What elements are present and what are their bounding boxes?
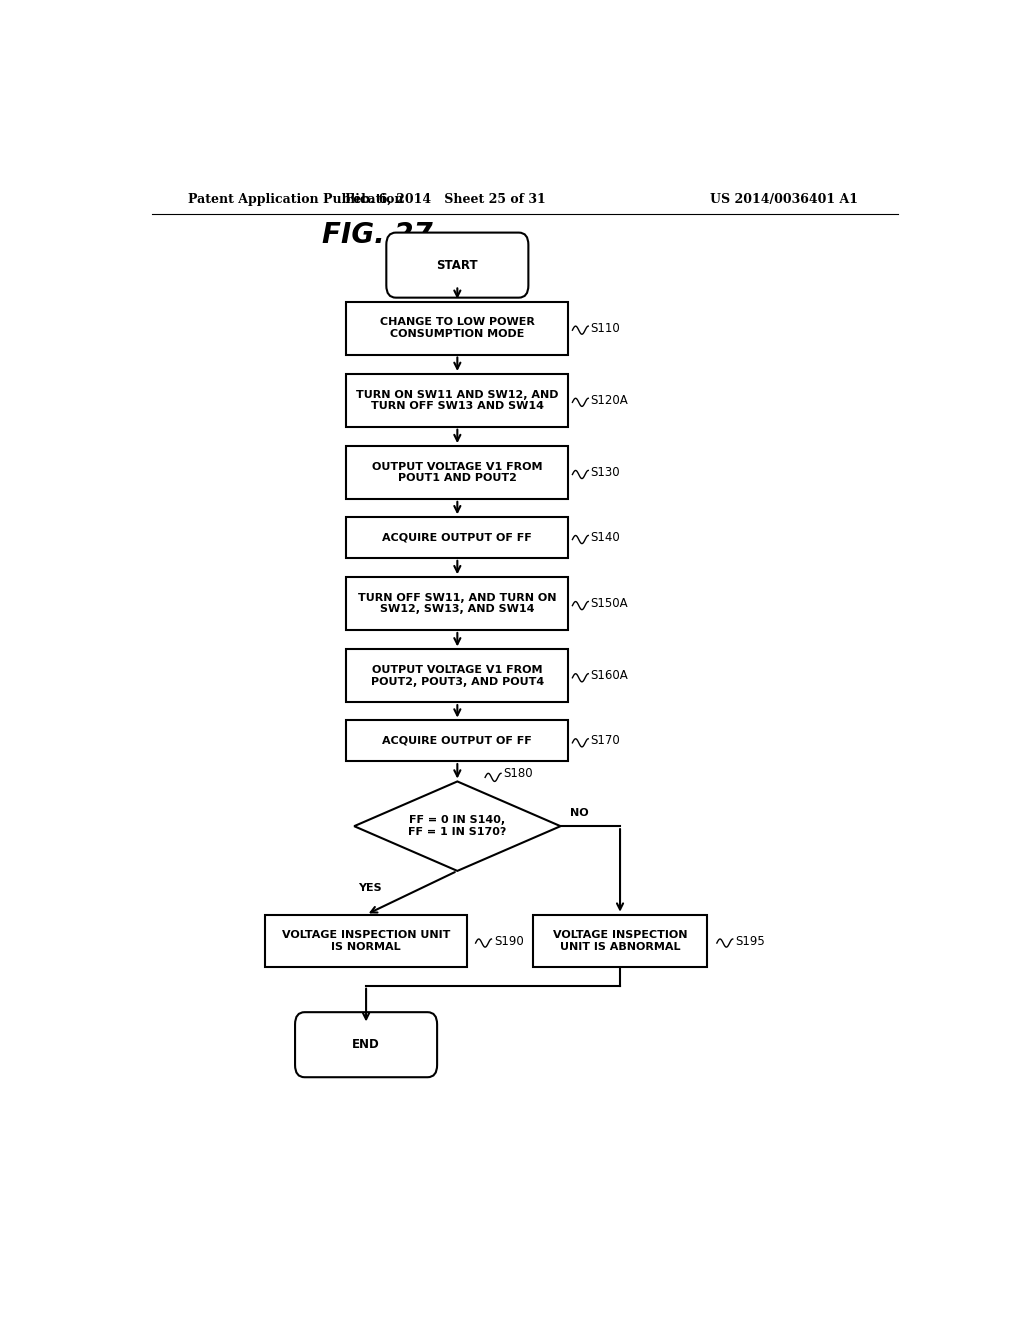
Text: TURN ON SW11 AND SW12, AND
TURN OFF SW13 AND SW14: TURN ON SW11 AND SW12, AND TURN OFF SW13…: [356, 389, 559, 411]
Text: START: START: [436, 259, 478, 272]
Bar: [346, 446, 568, 499]
Text: S190: S190: [494, 935, 523, 948]
Text: CHANGE TO LOW POWER
CONSUMPTION MODE: CHANGE TO LOW POWER CONSUMPTION MODE: [380, 317, 535, 339]
Text: S195: S195: [735, 935, 765, 948]
Text: TURN OFF SW11, AND TURN ON
SW12, SW13, AND SW14: TURN OFF SW11, AND TURN ON SW12, SW13, A…: [358, 593, 557, 614]
Text: FF = 0 IN S140,
FF = 1 IN S170?: FF = 0 IN S140, FF = 1 IN S170?: [409, 816, 507, 837]
Text: S130: S130: [591, 466, 621, 479]
Bar: [265, 915, 467, 968]
Text: S110: S110: [591, 322, 621, 335]
Bar: [346, 517, 568, 558]
FancyBboxPatch shape: [386, 232, 528, 297]
Text: ACQUIRE OUTPUT OF FF: ACQUIRE OUTPUT OF FF: [383, 532, 532, 543]
Bar: [346, 577, 568, 630]
Polygon shape: [354, 781, 560, 871]
Bar: [346, 374, 568, 426]
Text: NO: NO: [570, 808, 589, 818]
Text: S140: S140: [591, 531, 621, 544]
Text: S170: S170: [591, 734, 621, 747]
Bar: [346, 721, 568, 762]
Text: ACQUIRE OUTPUT OF FF: ACQUIRE OUTPUT OF FF: [383, 735, 532, 746]
Text: OUTPUT VOLTAGE V1 FROM
POUT1 AND POUT2: OUTPUT VOLTAGE V1 FROM POUT1 AND POUT2: [372, 462, 543, 483]
Bar: [346, 302, 568, 355]
Bar: [346, 649, 568, 702]
Bar: [532, 915, 708, 968]
FancyBboxPatch shape: [295, 1012, 437, 1077]
Text: Feb. 6, 2014   Sheet 25 of 31: Feb. 6, 2014 Sheet 25 of 31: [345, 193, 546, 206]
Text: YES: YES: [358, 883, 382, 894]
Text: S150A: S150A: [591, 597, 629, 610]
Text: FIG. 27: FIG. 27: [323, 220, 433, 248]
Text: S180: S180: [504, 767, 534, 780]
Text: Patent Application Publication: Patent Application Publication: [187, 193, 403, 206]
Text: END: END: [352, 1039, 380, 1051]
Text: VOLTAGE INSPECTION
UNIT IS ABNORMAL: VOLTAGE INSPECTION UNIT IS ABNORMAL: [553, 931, 687, 952]
Text: S120A: S120A: [591, 393, 629, 407]
Text: S160A: S160A: [591, 669, 629, 682]
Text: VOLTAGE INSPECTION UNIT
IS NORMAL: VOLTAGE INSPECTION UNIT IS NORMAL: [282, 931, 451, 952]
Text: OUTPUT VOLTAGE V1 FROM
POUT2, POUT3, AND POUT4: OUTPUT VOLTAGE V1 FROM POUT2, POUT3, AND…: [371, 665, 544, 686]
Text: US 2014/0036401 A1: US 2014/0036401 A1: [710, 193, 858, 206]
